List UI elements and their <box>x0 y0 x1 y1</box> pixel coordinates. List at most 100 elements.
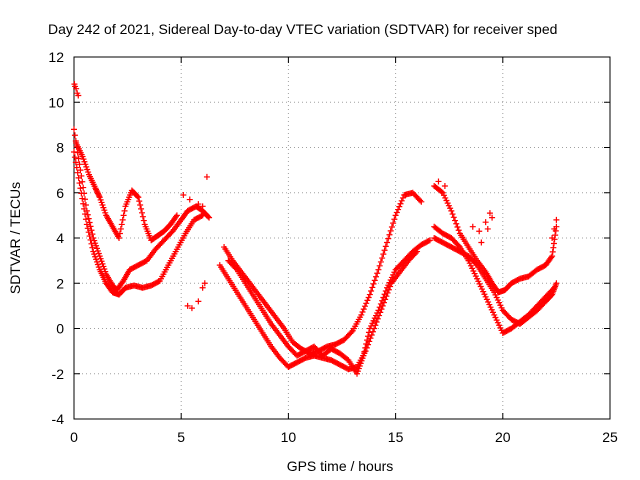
y-tick-label: 12 <box>48 49 64 65</box>
data-point <box>374 315 381 322</box>
data-point <box>384 239 391 246</box>
data-point <box>82 202 89 209</box>
data-point <box>348 329 355 336</box>
data-point <box>385 235 392 242</box>
x-tick-label: 25 <box>602 429 618 445</box>
data-point <box>180 192 187 199</box>
data-point <box>81 205 88 212</box>
data-point <box>455 242 462 249</box>
data-point <box>87 236 94 243</box>
data-point <box>375 307 382 314</box>
data-point <box>77 185 84 192</box>
data-point <box>371 277 378 284</box>
data-point <box>206 214 213 221</box>
data-point <box>75 92 82 99</box>
y-tick-label: -4 <box>52 411 65 427</box>
plot-frame <box>73 56 611 420</box>
data-point <box>362 344 369 351</box>
data-point <box>387 227 394 234</box>
x-tick-label: 20 <box>495 429 511 445</box>
data-point <box>79 178 86 185</box>
data-point <box>397 200 404 207</box>
data-point <box>377 258 384 265</box>
data-point <box>186 196 193 203</box>
data-point <box>361 303 368 310</box>
data-point <box>380 251 387 258</box>
data-point <box>199 203 206 210</box>
data-point <box>83 221 90 228</box>
data-point <box>549 248 556 255</box>
data-point <box>82 216 89 223</box>
data-point <box>71 132 78 139</box>
data-point <box>417 197 424 204</box>
data-point <box>551 225 558 232</box>
data-point <box>119 216 126 223</box>
x-tick-label: 15 <box>388 429 404 445</box>
data-point <box>117 225 124 232</box>
data-point <box>138 209 145 216</box>
data-point <box>364 297 371 304</box>
data-points <box>71 81 560 377</box>
data-point <box>549 253 556 260</box>
data-point <box>469 223 476 230</box>
data-point <box>484 225 491 232</box>
chart-title: Day 242 of 2021, Sidereal Day-to-day VTE… <box>48 21 557 37</box>
data-point <box>80 200 87 207</box>
data-point <box>360 306 367 313</box>
data-point <box>96 192 103 199</box>
data-point <box>376 262 383 269</box>
data-point <box>373 319 380 326</box>
data-point <box>553 280 560 287</box>
data-point <box>203 173 210 180</box>
data-point <box>489 214 496 221</box>
data-point <box>116 235 123 241</box>
data-point <box>363 300 370 307</box>
data-point <box>74 169 81 176</box>
data-point <box>71 154 78 161</box>
data-point <box>139 213 146 220</box>
data-point <box>426 237 433 244</box>
data-point <box>364 337 371 344</box>
data-point <box>425 237 432 244</box>
data-point <box>173 212 180 219</box>
data-point <box>399 194 406 201</box>
x-tick-label: 5 <box>177 429 185 445</box>
data-point <box>391 216 398 223</box>
data-point <box>82 211 89 218</box>
y-tick-label: -2 <box>52 366 65 382</box>
data-point <box>82 196 89 203</box>
data-point <box>386 231 393 238</box>
y-tick-label: 6 <box>56 185 64 201</box>
data-point <box>365 294 372 301</box>
data-point <box>382 288 389 295</box>
y-tick-label: 8 <box>56 140 64 156</box>
data-point <box>449 211 456 218</box>
data-point <box>550 286 557 293</box>
data-point <box>551 284 558 291</box>
data-point <box>205 213 212 220</box>
data-point <box>454 224 461 231</box>
data-point <box>120 212 127 219</box>
data-point <box>448 207 455 214</box>
data-point <box>73 164 80 171</box>
data-point <box>486 210 493 217</box>
data-point <box>85 215 92 222</box>
y-tick-label: 0 <box>56 321 64 337</box>
data-point <box>78 190 85 197</box>
data-point <box>84 225 91 232</box>
data-point <box>372 322 379 329</box>
data-point <box>116 230 123 237</box>
data-point <box>188 305 195 312</box>
data-point <box>369 328 376 335</box>
data-point <box>472 260 479 267</box>
data-point <box>72 83 79 90</box>
data-point <box>418 198 425 205</box>
data-point <box>365 329 372 336</box>
data-point <box>376 304 383 311</box>
data-point <box>380 294 387 301</box>
data-point <box>135 194 142 201</box>
data-point <box>379 255 386 262</box>
data-point <box>85 229 92 236</box>
data-point <box>71 126 77 133</box>
data-point <box>393 209 400 216</box>
